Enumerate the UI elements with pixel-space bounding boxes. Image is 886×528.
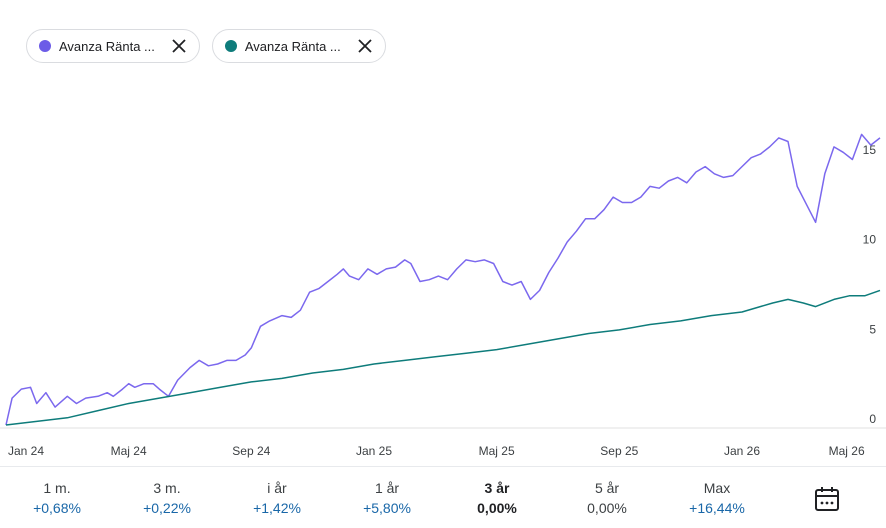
y-tick-label: 5 xyxy=(869,322,876,336)
y-tick-label: 0 xyxy=(869,412,876,426)
period-label: 3 m. xyxy=(153,480,181,496)
period-3y[interactable]: 3 år 0,00% xyxy=(452,478,542,518)
y-tick-label: 10 xyxy=(863,233,877,247)
period-ytd[interactable]: i år +1,42% xyxy=(232,478,322,518)
series-color-dot xyxy=(39,40,51,52)
close-icon[interactable] xyxy=(357,38,373,54)
period-value: +16,44% xyxy=(689,500,745,516)
series-line-1[interactable] xyxy=(5,133,881,426)
y-tick-label: 15 xyxy=(863,143,877,157)
period-label: 3 år xyxy=(484,480,510,496)
x-tick-label: Sep 25 xyxy=(600,444,638,458)
series-color-dot xyxy=(224,40,237,52)
x-tick-label: Maj 26 xyxy=(829,444,865,458)
period-max[interactable]: Max +16,44% xyxy=(672,478,762,518)
period-selector: 1 m. +0,68% 3 m. +0,22% i år +1,42% 1 år… xyxy=(0,478,886,522)
period-label: 1 år xyxy=(374,480,400,496)
period-1m[interactable]: 1 m. +0,68% xyxy=(12,478,102,518)
series-chips: Avanza Ränta ... Avanza Ränta ... xyxy=(26,29,386,63)
series-chip-2[interactable]: Avanza Ränta ... xyxy=(211,29,386,63)
period-label: 5 år xyxy=(594,480,620,496)
series-chip-1[interactable]: Avanza Ränta ... xyxy=(26,29,200,63)
period-value: +1,42% xyxy=(253,500,301,516)
period-label: i år xyxy=(267,480,287,496)
x-tick-label: Maj 24 xyxy=(111,444,147,458)
x-tick-label: Jan 24 xyxy=(8,444,44,458)
period-value: +0,22% xyxy=(143,500,191,516)
x-tick-label: Jan 26 xyxy=(724,444,760,458)
series-chip-label: Avanza Ränta ... xyxy=(59,38,155,54)
period-3m[interactable]: 3 m. +0,22% xyxy=(122,478,212,518)
period-5y[interactable]: 5 år 0,00% xyxy=(562,478,652,518)
x-tick-label: Maj 25 xyxy=(479,444,515,458)
period-value: 0,00% xyxy=(587,500,627,516)
close-icon[interactable] xyxy=(171,38,187,54)
period-value: 0,00% xyxy=(477,500,517,516)
x-tick-label: Jan 25 xyxy=(356,444,392,458)
period-label: 1 m. xyxy=(43,480,71,496)
x-tick-label: Sep 24 xyxy=(232,444,270,458)
series-line-2[interactable] xyxy=(5,289,881,426)
period-value: +5,80% xyxy=(363,500,411,516)
line-chart[interactable]: 0 5 10 15 Jan 24 Maj 24 Sep 24 Jan 25 Maj 25 Sep … xyxy=(0,0,886,466)
period-value: +0,68% xyxy=(33,500,81,516)
series-chip-label: Avanza Ränta ... xyxy=(244,38,341,54)
period-1y[interactable]: 1 år +5,80% xyxy=(342,478,432,518)
divider xyxy=(0,466,886,467)
period-label: Max xyxy=(703,480,731,496)
calendar-icon[interactable] xyxy=(814,486,840,512)
